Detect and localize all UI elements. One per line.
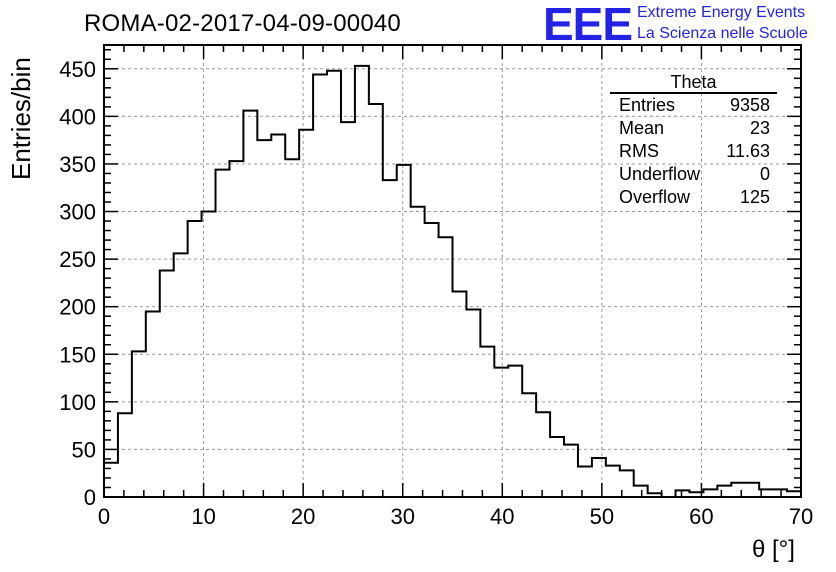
stats-label: Entries xyxy=(619,95,676,115)
stats-row-entries: Entries 9358 xyxy=(610,94,777,117)
y-axis-label: Entries/bin xyxy=(6,57,36,180)
histogram-bin xyxy=(606,466,620,497)
histogram-bin xyxy=(383,180,397,497)
stats-box: Theta Entries 9358 Mean 23 RMS 11.63 Underflow… xyxy=(610,72,777,209)
y-tick-label: 300 xyxy=(59,200,96,225)
histogram-bin xyxy=(536,412,550,497)
eee-logo: EEE xyxy=(543,0,633,50)
histogram-bin xyxy=(257,140,271,497)
axis-ticks xyxy=(103,45,802,498)
y-tick-label: 0 xyxy=(84,485,96,510)
histogram-bin xyxy=(745,483,759,497)
stats-row-overflow: Overflow 125 xyxy=(610,186,777,209)
stats-title: Theta xyxy=(610,72,777,94)
stats-row-mean: Mean 23 xyxy=(610,117,777,140)
stats-label: Overflow xyxy=(619,187,691,207)
histogram-bin xyxy=(703,489,717,497)
stats-row-rms: RMS 11.63 xyxy=(610,140,777,163)
chart-title: ROMA-02-2017-04-09-00040 xyxy=(84,10,401,37)
y-tick-label: 250 xyxy=(59,247,96,272)
histogram-bin xyxy=(634,486,648,497)
histogram-bin xyxy=(313,74,327,497)
y-tick-label: 150 xyxy=(59,342,96,367)
x-tick-label: 70 xyxy=(789,504,813,529)
histogram-bin xyxy=(550,437,564,497)
histogram-bin xyxy=(202,212,216,497)
histogram-bin xyxy=(216,170,230,497)
y-tick-label: 50 xyxy=(72,437,96,462)
stats-value: 9358 xyxy=(729,95,770,115)
histogram-bin xyxy=(160,271,174,497)
y-tick-label: 100 xyxy=(59,390,96,415)
stats-value: 23 xyxy=(749,118,770,138)
stats-label: Underflow xyxy=(619,164,701,184)
x-tick-label: 60 xyxy=(689,504,713,529)
y-tick-label: 350 xyxy=(59,152,96,177)
histogram-bin xyxy=(397,165,411,497)
histogram-bin xyxy=(773,489,787,497)
histogram-bin xyxy=(229,161,243,497)
stats-value: 125 xyxy=(739,187,770,207)
plot-frame xyxy=(103,44,802,498)
histogram-bin xyxy=(578,467,592,497)
histogram-bin xyxy=(369,104,383,497)
histogram-bin xyxy=(425,223,439,497)
histogram-bin xyxy=(466,310,480,497)
histogram-bin xyxy=(118,413,132,497)
histogram-bin xyxy=(174,253,188,497)
histogram-bin xyxy=(564,445,578,497)
stats-row-underflow: Underflow 0 xyxy=(610,163,777,186)
x-tick-label: 40 xyxy=(490,504,514,529)
histogram-bin xyxy=(439,237,453,497)
logo-line-1: Extreme Energy Events xyxy=(637,4,806,21)
histogram-bin xyxy=(494,368,508,497)
histogram-bin xyxy=(355,66,369,497)
histogram-bin xyxy=(717,486,731,497)
y-tick-label: 200 xyxy=(59,295,96,320)
x-tick-label: 0 xyxy=(98,504,110,529)
histogram-bin xyxy=(243,111,257,497)
x-tick-label: 50 xyxy=(590,504,614,529)
histogram-bin xyxy=(411,207,425,497)
histogram-bin xyxy=(327,71,341,497)
x-axis-label: θ [°] xyxy=(752,536,795,563)
x-tick-label: 30 xyxy=(390,504,414,529)
histogram-bin xyxy=(731,483,745,497)
x-tick-label: 10 xyxy=(191,504,215,529)
histogram-bin xyxy=(146,311,160,497)
histogram-bin xyxy=(299,130,313,497)
y-tick-label: 450 xyxy=(59,57,96,82)
histogram-bin xyxy=(341,122,355,497)
stats-value: 0 xyxy=(759,164,770,184)
stats-value: 11.63 xyxy=(726,141,770,161)
histogram-bin xyxy=(480,347,494,497)
tick-labels: 0 10 20 30 40 50 60 70 0 50 100 150 200 250 300 350 400 4… xyxy=(59,57,813,529)
histogram-bin xyxy=(285,159,299,497)
stats-label: RMS xyxy=(619,141,659,161)
histogram-bin xyxy=(453,291,467,497)
logo-line-2: La Scienza nelle Scuole xyxy=(637,25,808,42)
histogram-bin xyxy=(271,134,285,497)
histogram-bin xyxy=(592,458,606,497)
histogram-bin xyxy=(522,393,536,497)
histogram-bin xyxy=(132,351,146,497)
histogram-bin xyxy=(188,221,202,497)
x-tick-label: 20 xyxy=(291,504,315,529)
histogram-bin xyxy=(508,366,522,497)
stats-label: Mean xyxy=(619,118,665,138)
y-tick-label: 400 xyxy=(59,104,96,129)
